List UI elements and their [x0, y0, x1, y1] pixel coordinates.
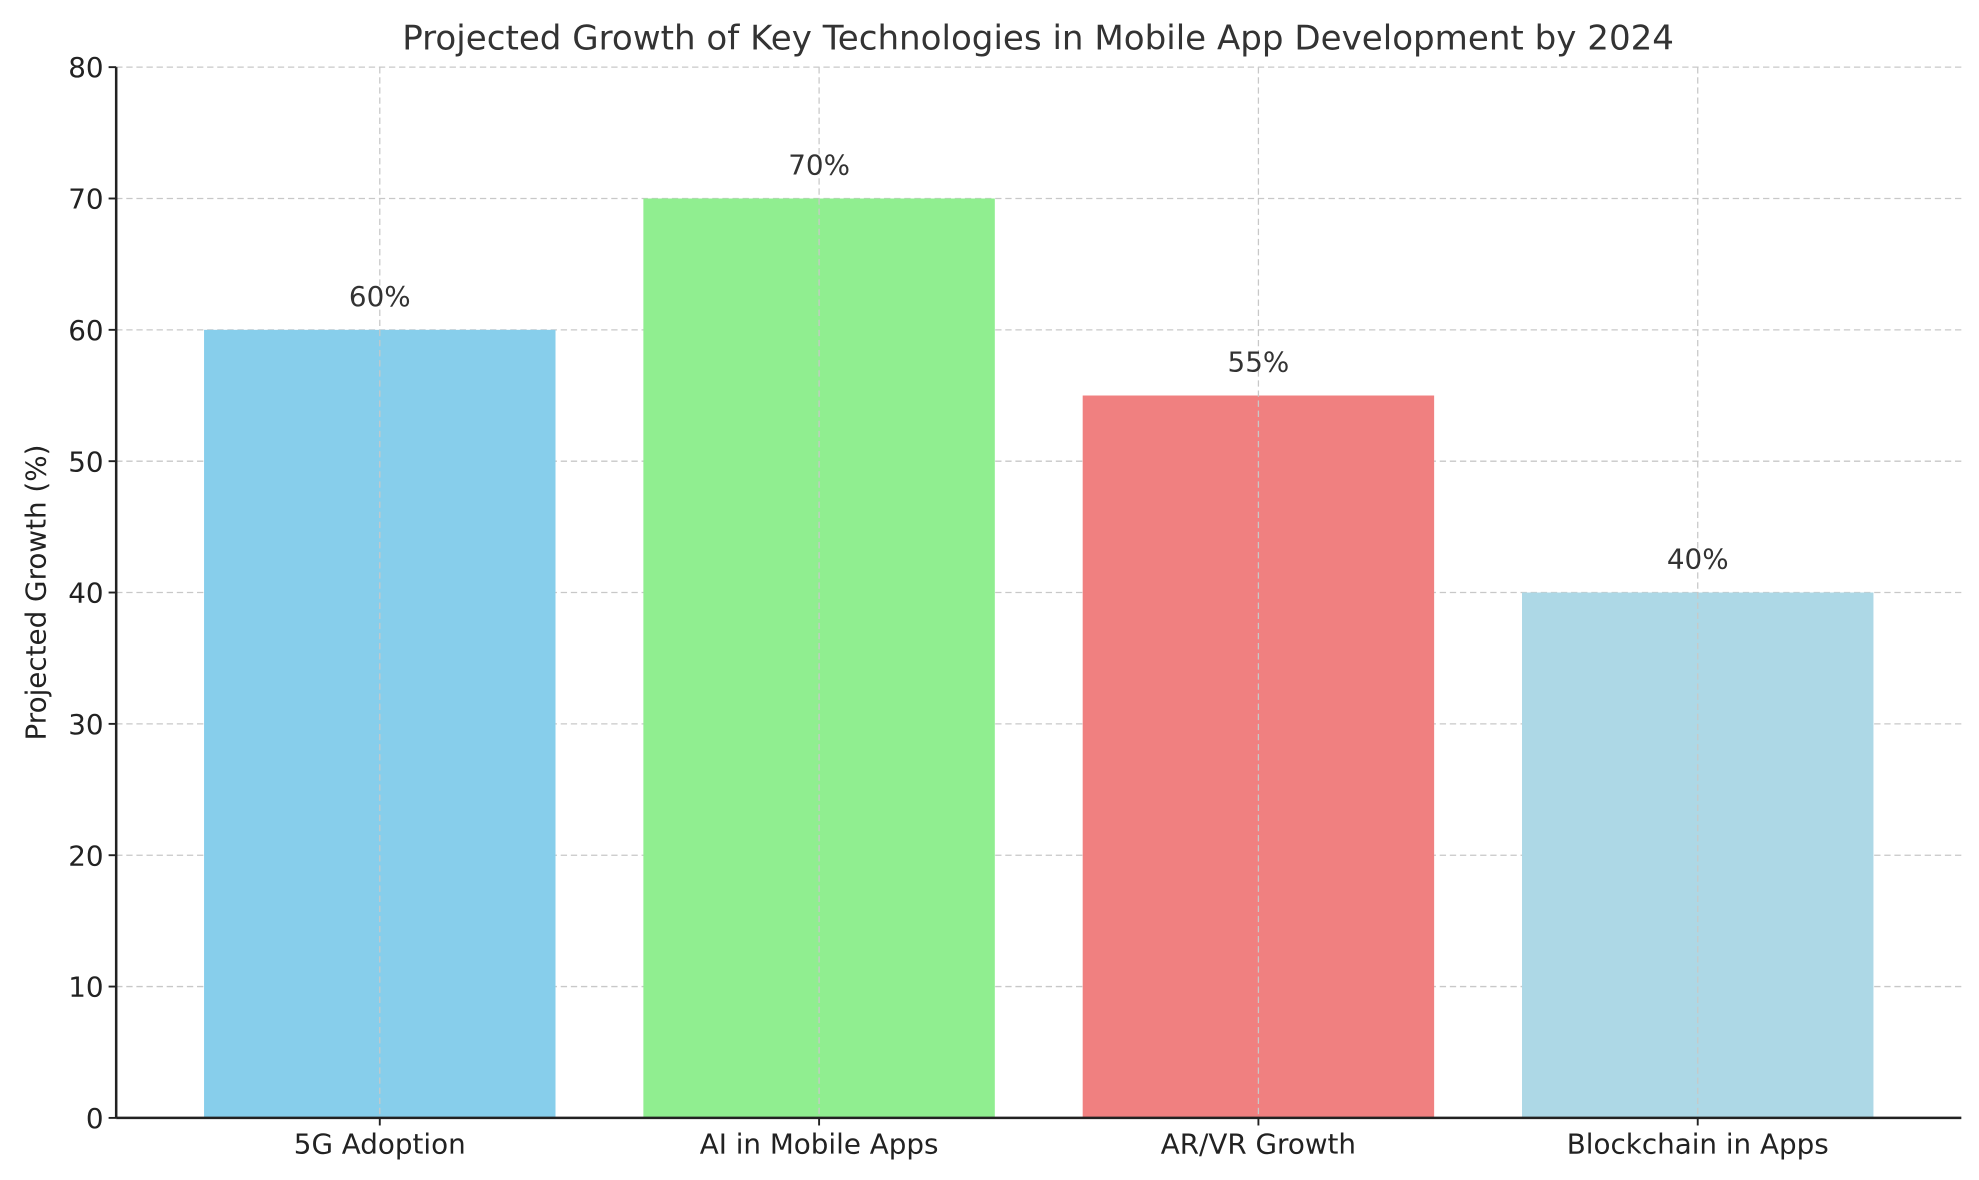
data-label: 55%: [1228, 346, 1290, 379]
y-tick-label: 60: [68, 314, 103, 347]
y-tick-label: 80: [68, 51, 103, 84]
x-tick-label: AR/VR Growth: [1161, 1127, 1356, 1160]
data-labels: 60% 70% 55% 40%: [349, 148, 1729, 575]
data-label: 60%: [349, 280, 411, 313]
y-tick-label: 50: [68, 445, 103, 478]
data-label: 40%: [1667, 543, 1729, 576]
y-tick-label: 20: [68, 839, 103, 872]
x-tick-label: AI in Mobile Apps: [700, 1127, 939, 1160]
y-tick-label: 70: [68, 183, 103, 216]
x-tick-label: 5G Adoption: [294, 1127, 466, 1160]
axes: 0 10 20 30 40 50 60 70 80 5G Adoption AI in Mobile…: [68, 51, 1962, 1160]
data-label: 70%: [788, 148, 850, 181]
chart-title: Projected Growth of Key Technologies in …: [402, 18, 1674, 58]
y-tick-label: 10: [68, 971, 103, 1004]
y-tick-label: 30: [68, 708, 103, 741]
y-tick-label: 40: [68, 577, 103, 610]
y-axis-label: Projected Growth (%): [19, 445, 52, 741]
x-tick-label: Blockchain in Apps: [1567, 1127, 1829, 1160]
y-tick-label: 0: [86, 1102, 104, 1135]
bars: [204, 198, 1874, 1118]
